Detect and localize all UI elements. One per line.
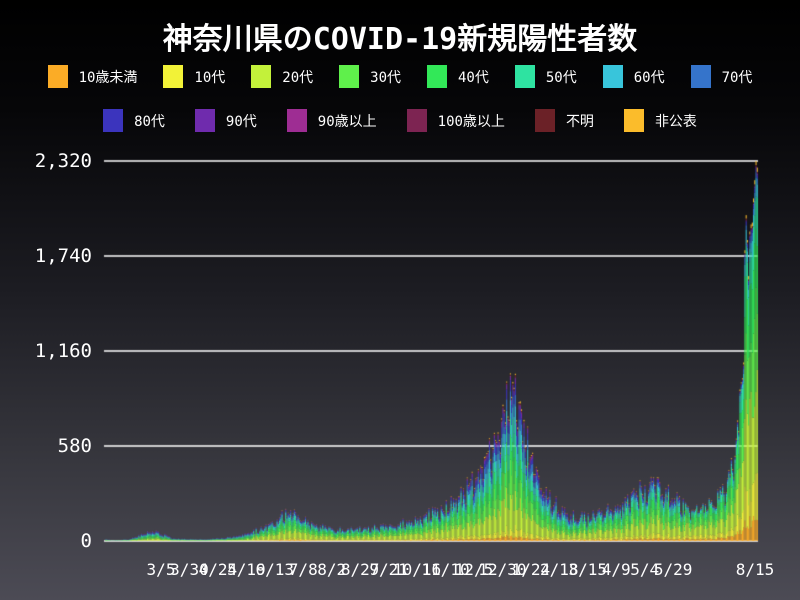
legend-label: 70代: [721, 69, 753, 86]
x-tick-label: 6/13: [255, 560, 295, 579]
x-tick-label: 3/5: [146, 560, 176, 579]
legend-swatch-icon: [251, 65, 272, 88]
legend-item: 90歳以上: [286, 109, 377, 132]
legend-row-1: 10歳未満 10代 20代 30代 40代 50代 60代 70代: [0, 65, 800, 88]
legend-label: 30代: [370, 69, 401, 86]
legend-item: 100歳以上: [406, 109, 505, 132]
legend-swatch-icon: [623, 109, 644, 132]
legend-swatch-icon: [534, 109, 555, 132]
y-tick-label: 580: [57, 435, 92, 457]
x-tick-label: 3/30: [170, 560, 209, 579]
legend-label: 50代: [545, 69, 577, 86]
x-tick-label: 3/15: [568, 560, 608, 579]
legend-item: 非公表: [623, 109, 697, 132]
legend-swatch-icon: [602, 65, 623, 88]
x-tick-label: 12/30: [478, 560, 527, 579]
legend-item: 90代: [194, 109, 257, 132]
x-tick-label: 5/4: [630, 560, 660, 579]
x-tick-label: 9/21: [369, 560, 408, 579]
legend-item: 30代: [339, 65, 401, 88]
legend-swatch-icon: [427, 65, 447, 88]
legend-item: 70代: [690, 65, 753, 88]
x-tick-label: 10/16: [392, 560, 442, 579]
legend-label: 40代: [458, 69, 489, 86]
legend-item: 10代: [163, 65, 225, 88]
legend-swatch-icon: [47, 65, 68, 88]
legend-label: 100歳以上: [437, 113, 505, 130]
legend-swatch-icon: [514, 65, 535, 88]
legend-swatch-icon: [339, 65, 360, 88]
x-tick-label: 11/10: [421, 560, 470, 579]
x-tick-label: 8/27: [340, 560, 380, 579]
legend-item: 不明: [534, 109, 594, 132]
legend-label: 60代: [633, 69, 665, 86]
x-tick-label: 5/29: [653, 560, 693, 579]
legend-item: 10歳未満: [47, 65, 138, 88]
legend-item: 50代: [514, 65, 577, 88]
legend-row-2: 80代 90代 90歳以上 100歳以上 不明 非公表: [0, 109, 800, 132]
x-last-tick-label: 8/15: [735, 560, 775, 579]
x-tick-label: 7/8: [288, 560, 318, 579]
x-tick-label: 1/24: [511, 560, 551, 579]
x-tick-label: 2/18: [540, 560, 579, 579]
legend-swatch-icon: [103, 109, 124, 132]
y-tick-label: 1,160: [34, 340, 92, 362]
x-tick-label: 4/24: [198, 560, 238, 579]
legend-item: 80代: [103, 109, 165, 132]
legend-item: 20代: [251, 65, 313, 88]
y-tick-label: 0: [80, 530, 92, 552]
x-tick-label: 4/9: [601, 560, 631, 579]
legend-label: 10代: [194, 69, 226, 86]
chart-title: 神奈川県のCOVID-19新規陽性者数: [162, 22, 638, 57]
legend-label: 非公表: [654, 113, 697, 130]
x-tick-label: 8/2: [317, 560, 347, 579]
legend-label: 90代: [225, 113, 257, 130]
legend-swatch-icon: [286, 109, 307, 132]
legend-label: 10歳未満: [78, 69, 138, 86]
x-tick-label: 5/19: [227, 560, 266, 579]
y-tick-label: 1,740: [34, 245, 92, 267]
legend-item: 60代: [602, 65, 665, 88]
x-tick-label: 12/5: [454, 560, 494, 579]
y-tick-label: 2,320: [34, 150, 92, 172]
legend-swatch-icon: [194, 109, 215, 132]
legend-label: 80代: [134, 113, 165, 130]
legend-label: 不明: [565, 113, 594, 130]
legend-item: 40代: [427, 65, 489, 88]
legend-swatch-icon: [163, 65, 184, 88]
legend-label: 90歳以上: [317, 113, 377, 130]
legend-swatch-icon: [690, 65, 711, 88]
stacked-bar-plot: [100, 143, 762, 545]
legend-swatch-icon: [406, 109, 427, 132]
legend-label: 20代: [282, 69, 314, 86]
